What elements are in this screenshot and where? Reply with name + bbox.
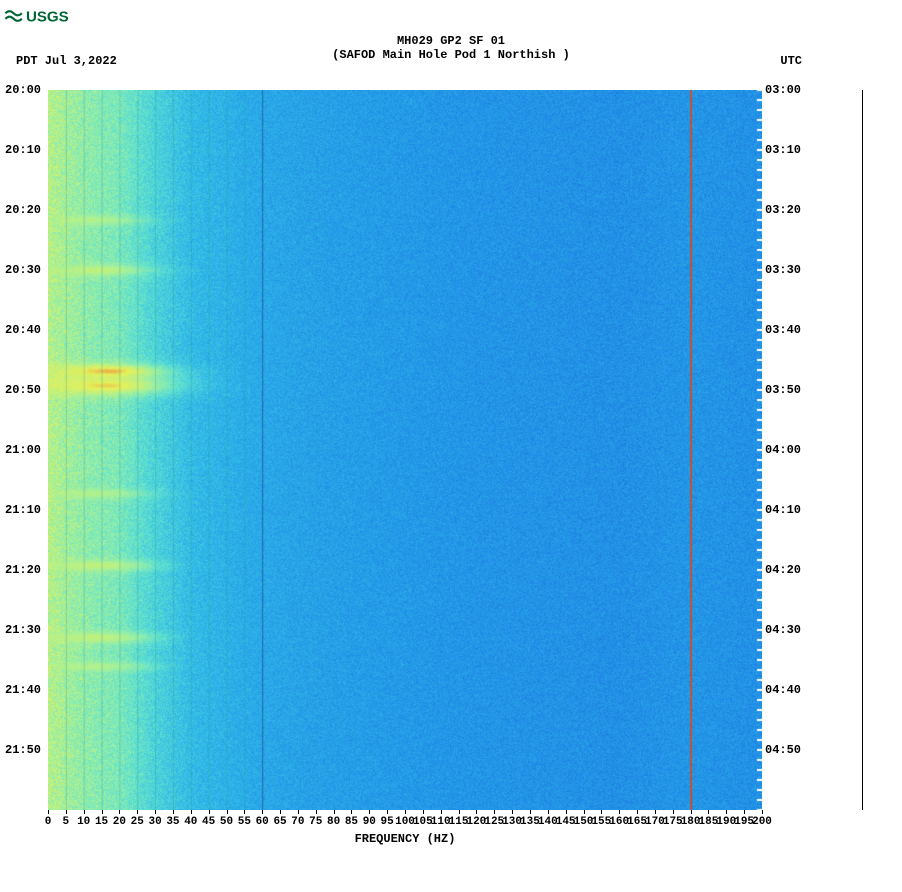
x-tick: 40: [184, 816, 197, 828]
y-left-tick: 20:20: [5, 203, 41, 217]
y-right-tick: 03:20: [765, 203, 801, 217]
y-right-tick: 04:00: [765, 443, 801, 457]
y-left-tick: 21:40: [5, 683, 41, 697]
x-tick: 140: [538, 816, 558, 828]
x-tick: 85: [345, 816, 358, 828]
x-tick: 190: [716, 816, 736, 828]
x-tick: 25: [131, 816, 144, 828]
x-tick: 55: [238, 816, 251, 828]
y-left-tick: 21:30: [5, 623, 41, 637]
y-left-tick: 20:00: [5, 83, 41, 97]
x-tick: 130: [502, 816, 522, 828]
x-tick: 95: [381, 816, 394, 828]
x-tick: 125: [484, 816, 504, 828]
y-left-tick: 20:10: [5, 143, 41, 157]
right-side-bar: [862, 90, 863, 810]
x-tick: 110: [431, 816, 451, 828]
x-tick: 65: [273, 816, 286, 828]
x-tick: 155: [591, 816, 611, 828]
x-tick: 80: [327, 816, 340, 828]
x-tick: 20: [113, 816, 126, 828]
y-right-tick: 03:40: [765, 323, 801, 337]
y-axis-left: 20:0020:1020:2020:3020:4020:5021:0021:10…: [5, 90, 47, 810]
x-tick: 70: [291, 816, 304, 828]
spectrogram-canvas: [48, 90, 762, 810]
y-left-tick: 21:50: [5, 743, 41, 757]
usgs-logo-text: USGS: [26, 8, 69, 25]
x-tick: 185: [699, 816, 719, 828]
y-right-tick: 04:10: [765, 503, 801, 517]
x-tick: 180: [681, 816, 701, 828]
x-tick: 200: [752, 816, 772, 828]
x-tick: 165: [627, 816, 647, 828]
x-axis-label: FREQUENCY (HZ): [48, 832, 762, 846]
y-axis-right: 03:0003:1003:2003:3003:4003:5004:0004:10…: [765, 90, 807, 810]
y-right-tick: 04:50: [765, 743, 801, 757]
y-left-tick: 20:40: [5, 323, 41, 337]
y-left-tick: 21:10: [5, 503, 41, 517]
x-tick: 15: [95, 816, 108, 828]
right-timezone-label: UTC: [780, 54, 802, 68]
spectrogram-plot: [48, 90, 762, 810]
y-right-tick: 04:30: [765, 623, 801, 637]
left-timezone-label: PDT Jul 3,2022: [16, 54, 117, 68]
chart-header: MH029 GP2 SF 01 (SAFOD Main Hole Pod 1 N…: [0, 34, 902, 62]
y-right-tick: 03:30: [765, 263, 801, 277]
y-right-tick: 04:20: [765, 563, 801, 577]
x-tick: 135: [520, 816, 540, 828]
x-tick: 0: [45, 816, 52, 828]
x-tick: 5: [63, 816, 70, 828]
y-right-tick: 03:00: [765, 83, 801, 97]
chart-title: MH029 GP2 SF 01: [0, 34, 902, 48]
x-tick: 90: [363, 816, 376, 828]
x-tick: 100: [395, 816, 415, 828]
y-left-tick: 21:20: [5, 563, 41, 577]
y-left-tick: 21:00: [5, 443, 41, 457]
x-tick: 75: [309, 816, 322, 828]
x-tick: 175: [663, 816, 683, 828]
x-tick: 105: [413, 816, 433, 828]
y-right-tick: 04:40: [765, 683, 801, 697]
x-tick: 115: [449, 816, 469, 828]
x-tick: 45: [202, 816, 215, 828]
x-tick: 160: [609, 816, 629, 828]
x-tick: 195: [734, 816, 754, 828]
x-tick: 30: [148, 816, 161, 828]
y-left-tick: 20:30: [5, 263, 41, 277]
x-tick: 145: [556, 816, 576, 828]
x-tick: 170: [645, 816, 665, 828]
chart-subtitle: (SAFOD Main Hole Pod 1 Northish ): [0, 48, 902, 62]
x-tick: 35: [166, 816, 179, 828]
y-right-tick: 03:10: [765, 143, 801, 157]
x-tick: 50: [220, 816, 233, 828]
y-right-tick: 03:50: [765, 383, 801, 397]
x-tick: 10: [77, 816, 90, 828]
x-tick: 150: [574, 816, 594, 828]
x-tick: 60: [256, 816, 269, 828]
usgs-logo: USGS: [4, 4, 100, 28]
x-tick: 120: [466, 816, 486, 828]
y-left-tick: 20:50: [5, 383, 41, 397]
